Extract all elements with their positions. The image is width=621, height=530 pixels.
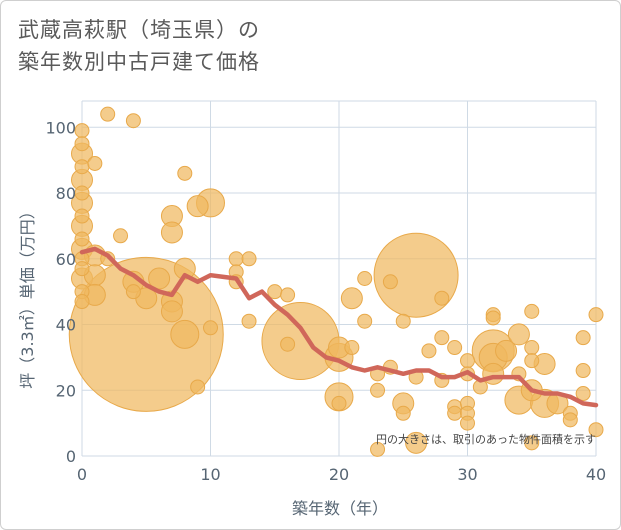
bubble-point [421,343,437,359]
y-tick-label: 40 [56,316,76,335]
bubble-size-note: 円の大きさは、取引のあった物件面積を示す [376,432,596,446]
bubble-point [524,435,540,451]
bubble-point [357,313,373,329]
bubble-point [344,340,360,356]
y-tick-label: 0 [66,447,76,466]
bubble-point [113,228,129,244]
bubble-point [241,251,257,267]
bubble-point [495,339,518,362]
bubble-point [74,159,90,175]
bubble-point [74,261,90,277]
bubble-point [562,412,578,428]
bubble-point [148,267,171,290]
x-tick-label: 40 [586,465,606,484]
bubble-point [74,136,90,152]
bubble-point [485,310,501,326]
tick-labels: 0 10 20 30 40 0 20 40 60 80 100 [45,118,606,484]
bubble-point [100,106,116,122]
bubble-point [405,431,428,454]
bubble-point [280,287,296,303]
bubble-point [395,405,411,421]
bubble-point [160,300,183,323]
bubble-point [434,330,450,346]
bubble-point [575,330,591,346]
bubble-point [186,195,209,218]
x-tick-label: 30 [457,465,477,484]
bubble-point [588,307,604,323]
bubble-point [74,231,90,247]
bubble-point [74,294,90,310]
bubble-point [177,165,193,181]
bubble-point [370,382,386,398]
bubble-point [68,256,224,412]
bubble-point [190,379,206,395]
bubble-point [74,208,90,224]
bubble-point [588,422,604,438]
bubble-point [228,251,244,267]
y-tick-label: 80 [56,184,76,203]
bubble-point [160,221,183,244]
chart-title-line-1: 武蔵高萩駅（埼玉県）の [18,18,260,42]
bubble-point [241,313,257,329]
x-tick-label: 10 [200,465,220,484]
bubble-point [74,123,90,139]
chart-title-line-2: 築年数別中古戸建て価格 [18,50,260,74]
x-axis-label: 築年数（年） [292,499,388,518]
y-tick-label: 100 [45,118,76,137]
bubble-point [280,336,296,352]
bubble-point [74,185,90,201]
y-tick-label: 60 [56,250,76,269]
bubble-point [125,113,141,129]
bubble-point [507,323,530,346]
bubble-layer [68,106,604,457]
bubble-point [575,386,591,402]
bubble-point [395,313,411,329]
bubble-point [524,340,540,356]
bubble-point [434,290,450,306]
bubble-point [203,320,218,336]
bubble-point [447,340,463,356]
bubble-point [447,405,463,421]
bubble-point [357,271,373,286]
y-axis-label: 坪（3.3㎡）単価（万円） [18,203,37,388]
bubble-point [460,353,475,369]
bubble-point [170,319,200,349]
bubble-point [125,284,141,300]
x-tick-label: 0 [77,465,87,484]
bubble-point [340,287,363,310]
bubble-point [524,353,540,369]
average-trend-line [79,246,599,408]
bubble-point [524,303,540,319]
bubble-point [87,155,103,171]
trend-line-layer [79,246,599,408]
y-tick-label: 20 [56,381,76,400]
bubble-point [331,395,347,411]
bubble-point [261,301,340,380]
chart-title: 武蔵高萩駅（埼玉県）の 築年数別中古戸建て価格 [18,14,260,78]
bubble-point [460,415,475,431]
x-tick-label: 20 [329,465,349,484]
bubble-point [382,274,398,290]
bubble-point [575,363,591,379]
bubble-point [370,441,386,457]
